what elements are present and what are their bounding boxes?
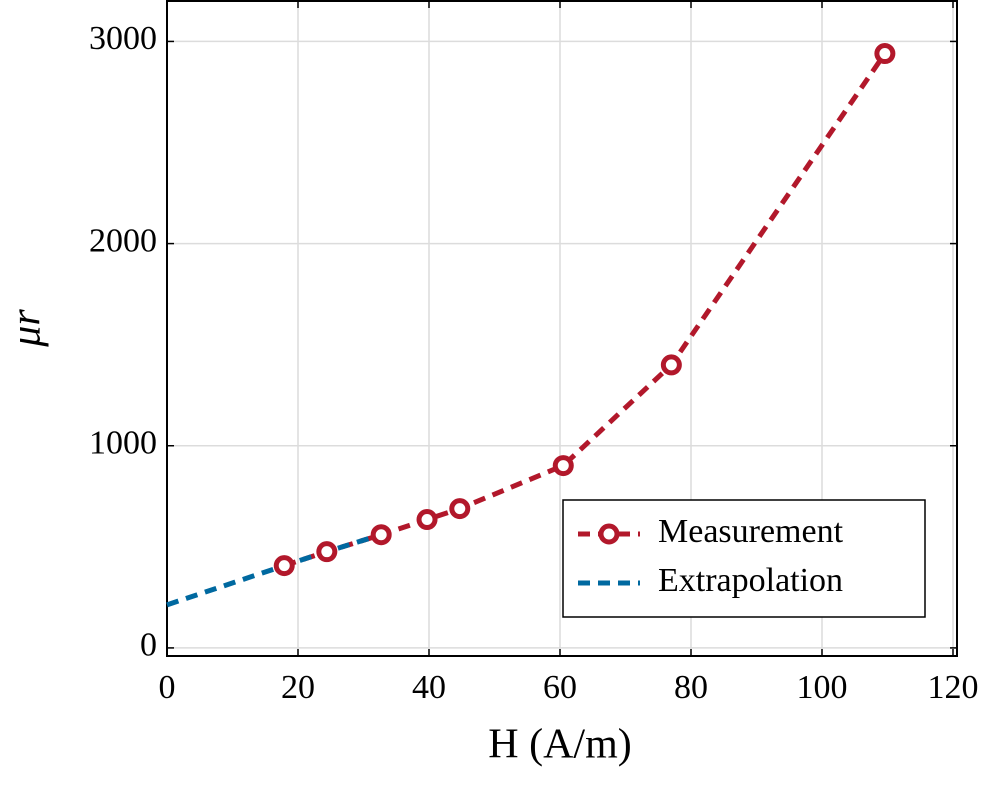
x-tick-label: 20 — [281, 669, 315, 706]
legend-label: Measurement — [658, 513, 844, 550]
data-point — [660, 354, 682, 376]
y-axis-label: μr — [4, 309, 50, 348]
plot-frame — [166, 0, 958, 657]
data-point — [273, 555, 295, 577]
data-point — [316, 541, 338, 563]
data-point — [449, 498, 471, 520]
x-tick-label: 60 — [543, 669, 577, 706]
data-point — [874, 43, 896, 65]
legend-label: Extrapolation — [658, 562, 843, 599]
y-tick-label: 3000 — [89, 20, 157, 57]
legend-marker — [598, 523, 620, 545]
series-line — [283, 52, 887, 569]
series-line — [166, 532, 382, 608]
x-tick-label: 80 — [674, 669, 708, 706]
data-point — [370, 524, 392, 546]
y-tick-label: 1000 — [89, 425, 157, 462]
x-axis-label: H (A/m) — [488, 722, 631, 768]
x-tick-label: 100 — [797, 669, 848, 706]
y-tick-label: 2000 — [89, 222, 157, 259]
legend-box — [562, 499, 926, 618]
legend: Measurement Extrapolation — [562, 499, 926, 618]
x-tick-label: 120 — [928, 669, 979, 706]
data-point — [416, 509, 438, 531]
x-tick-label: 40 — [412, 669, 446, 706]
y-tick-label: 0 — [140, 627, 157, 664]
data-point — [552, 455, 574, 477]
x-tick-label: 0 — [159, 669, 176, 706]
